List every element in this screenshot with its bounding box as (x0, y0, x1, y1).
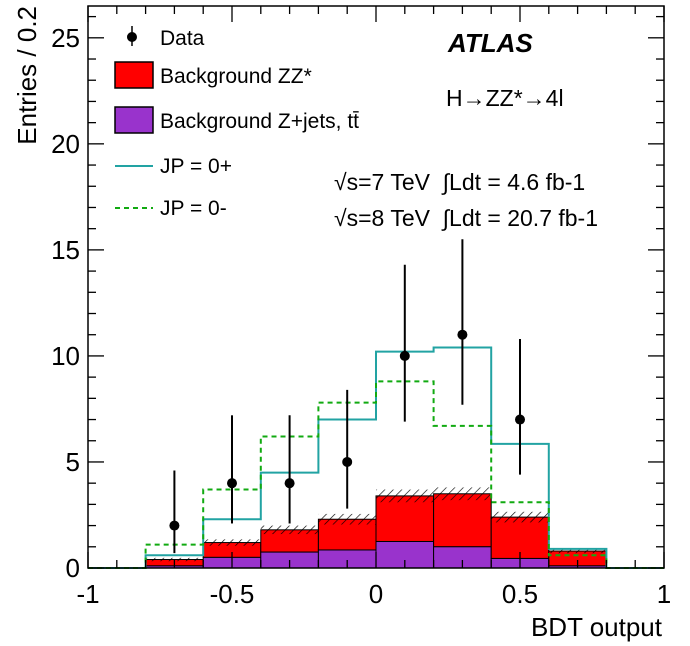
x-tick-label-1: -0.5 (210, 579, 255, 609)
bar-zz-bin-6 (433, 493, 492, 548)
legend-swatch-zz (114, 61, 154, 89)
legend-label-data: Data (160, 27, 205, 50)
legend-label-zjets: Background Z+jets, tt̄ (160, 110, 359, 133)
x-tick-label-2: 0 (369, 579, 383, 609)
legend-entry-zz: Background ZZ* (114, 61, 312, 89)
legend-entry-data: Data (127, 26, 205, 50)
uncertainty-band-bin-1 (145, 557, 204, 562)
uncertainty-band-bin-7 (491, 511, 549, 523)
legend-entry-sm: JP = 0+ (115, 155, 232, 178)
x-tick-label-4: 1 (657, 579, 671, 609)
data-point-0 (169, 520, 180, 531)
lumi-8tev-label: √s=8 TeV ∫Ldt = 20.7 fb-1 (334, 205, 598, 231)
uncertainty-band-bin-3 (260, 525, 319, 535)
step-line-ps (88, 380, 664, 569)
legend-entry-zjets: Background Z+jets, tt̄ (114, 106, 359, 134)
y-tick-label-5: 25 (51, 23, 80, 53)
data-point-4 (399, 350, 410, 361)
x-axis-title: BDT output (531, 612, 663, 642)
process-label: H→ZZ*→4l (446, 85, 564, 111)
legend-label-zz: Background ZZ* (160, 65, 312, 88)
uncertainty-band-bin-6 (433, 487, 492, 501)
y-tick-label-4: 20 (51, 129, 80, 159)
legend-swatch-zjets (114, 106, 154, 134)
legend-entry-ps: JP = 0- (115, 197, 227, 220)
y-tick-label-2: 10 (51, 341, 80, 371)
legend: Data Background ZZ* Background Z+jets, t… (114, 26, 359, 220)
lumi-7tev-label: √s=7 TeV ∫Ldt = 4.6 fb-1 (334, 169, 585, 195)
y-tick-label-3: 15 (51, 235, 80, 265)
y-tick-label-1: 5 (66, 447, 80, 477)
x-tick-label-3: 0.5 (502, 579, 538, 609)
x-tick-label-0: -1 (76, 579, 99, 609)
data-point-6 (515, 414, 525, 425)
data-point-5 (457, 329, 468, 340)
uncertainty-band-bin-8 (548, 548, 607, 554)
uncertainty-band-bin-4 (318, 513, 376, 525)
legend-label-ps: JP = 0- (160, 197, 227, 220)
data-point-2 (284, 478, 295, 489)
data-point-1 (227, 478, 237, 489)
legend-label-sm: JP = 0+ (160, 155, 232, 178)
atlas-label: ATLAS (447, 28, 533, 58)
y-axis-title: Entries / 0.2 (12, 6, 42, 145)
data-point-3 (342, 456, 353, 467)
bar-zz-bin-5 (375, 495, 435, 542)
uncertainty-band-bin-2 (203, 539, 261, 546)
y-tick-label-0: 0 (66, 553, 80, 583)
uncertainty-band-bin-5 (376, 489, 434, 503)
legend-marker-data (127, 32, 137, 42)
